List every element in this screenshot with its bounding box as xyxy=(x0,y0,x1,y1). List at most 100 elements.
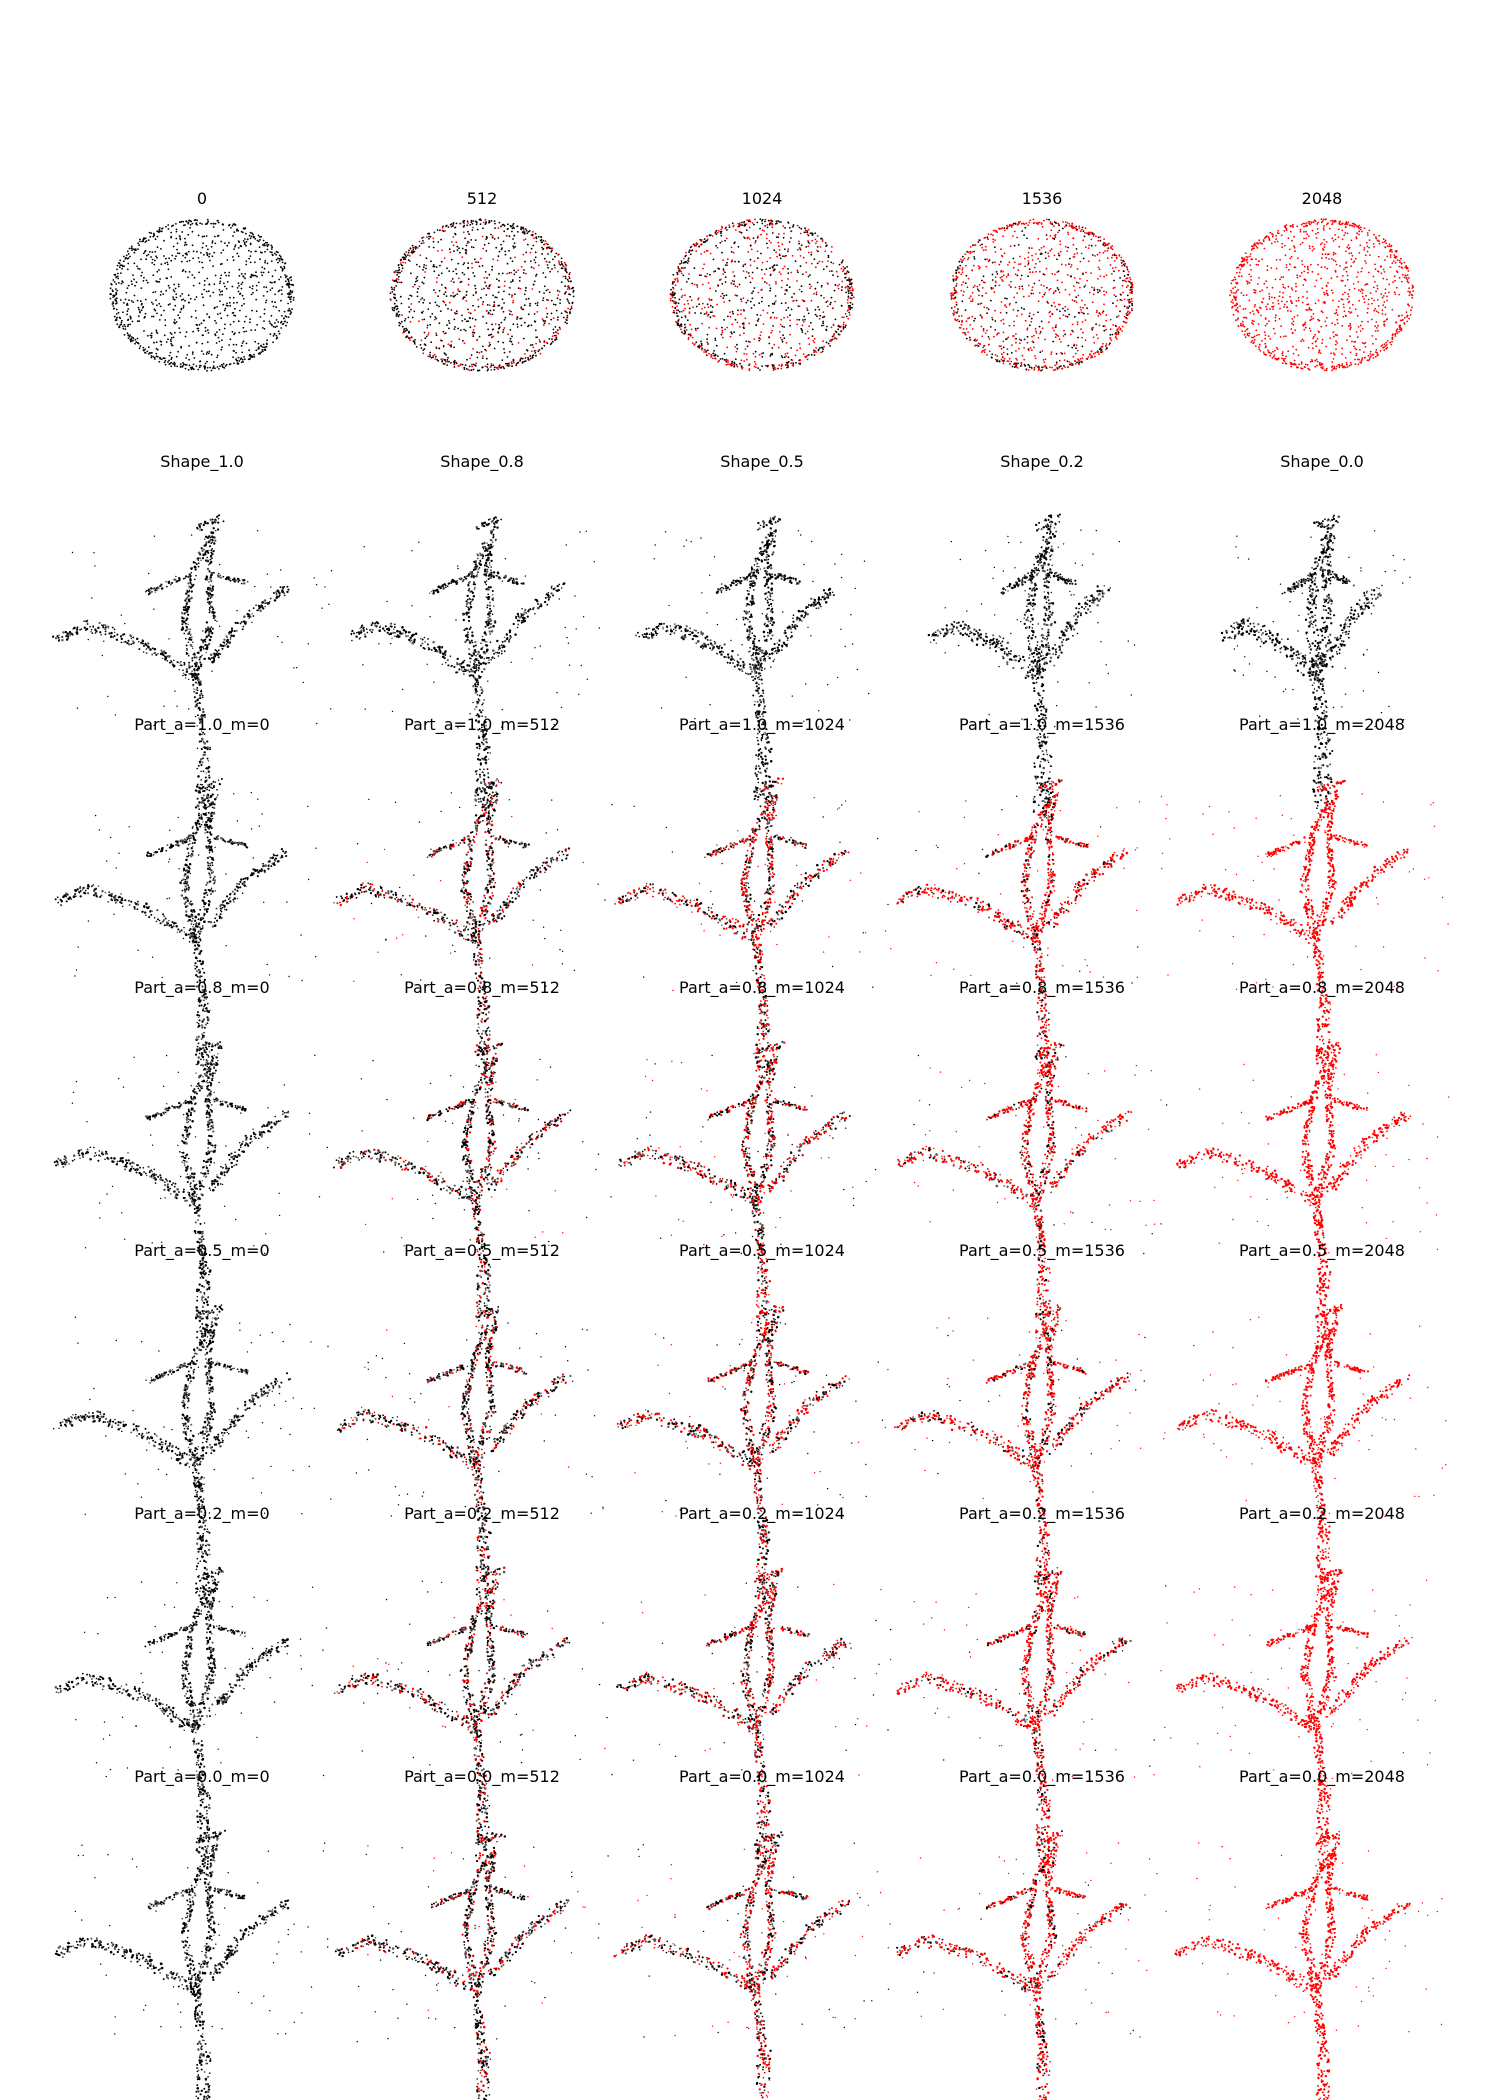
point xyxy=(710,311,712,313)
point xyxy=(817,246,819,248)
point xyxy=(466,291,468,293)
point xyxy=(411,295,413,297)
point xyxy=(168,228,170,230)
point xyxy=(785,353,787,355)
point xyxy=(687,319,689,321)
point xyxy=(815,347,817,349)
point xyxy=(761,297,763,299)
point xyxy=(546,316,548,318)
point xyxy=(559,302,561,304)
point xyxy=(732,271,734,273)
point xyxy=(559,328,561,330)
point xyxy=(717,285,719,287)
point xyxy=(389,298,391,300)
point xyxy=(143,330,145,332)
point xyxy=(420,299,422,301)
point xyxy=(196,324,198,326)
point xyxy=(779,271,781,273)
point xyxy=(207,219,209,221)
point xyxy=(799,363,801,365)
point xyxy=(707,315,709,317)
point xyxy=(274,322,276,324)
point xyxy=(694,267,696,269)
point xyxy=(548,323,550,325)
point xyxy=(805,229,807,231)
point xyxy=(684,333,686,335)
point xyxy=(746,219,748,221)
point xyxy=(525,238,527,240)
point xyxy=(232,256,234,258)
point xyxy=(743,221,745,223)
point xyxy=(677,279,679,281)
point xyxy=(1124,265,1126,267)
point xyxy=(428,332,430,334)
point xyxy=(978,241,980,243)
point xyxy=(790,347,792,349)
point xyxy=(829,304,831,306)
point xyxy=(185,271,187,273)
point xyxy=(561,312,563,314)
point xyxy=(462,340,464,342)
point xyxy=(455,241,457,243)
point xyxy=(171,337,173,339)
point xyxy=(197,369,199,371)
point xyxy=(509,287,511,289)
point xyxy=(285,325,287,327)
point xyxy=(522,358,524,360)
point xyxy=(233,315,235,317)
point xyxy=(405,328,407,330)
point xyxy=(206,291,208,293)
point xyxy=(540,353,542,355)
point xyxy=(270,333,272,335)
point xyxy=(679,263,681,265)
point xyxy=(242,342,244,344)
point xyxy=(459,223,461,225)
point xyxy=(726,327,728,329)
point xyxy=(1045,358,1047,360)
point xyxy=(520,228,522,230)
point xyxy=(487,368,489,370)
point xyxy=(829,339,831,341)
point xyxy=(522,362,524,364)
point xyxy=(258,348,260,350)
point xyxy=(722,330,724,332)
point xyxy=(216,357,218,359)
point xyxy=(264,328,266,330)
point xyxy=(236,253,238,255)
point xyxy=(1051,273,1053,275)
point xyxy=(472,348,474,350)
point xyxy=(486,310,488,312)
point xyxy=(748,237,750,239)
point xyxy=(497,341,499,343)
point xyxy=(810,286,812,288)
point xyxy=(122,326,124,328)
point xyxy=(567,300,569,302)
point xyxy=(274,301,276,303)
point xyxy=(288,279,290,281)
point xyxy=(146,255,148,257)
point xyxy=(822,261,824,263)
point xyxy=(117,278,119,280)
point xyxy=(546,308,548,310)
point xyxy=(717,268,719,270)
point xyxy=(227,315,229,317)
point xyxy=(778,364,780,366)
point xyxy=(960,290,962,292)
point xyxy=(230,227,232,229)
point xyxy=(264,260,266,262)
point xyxy=(677,315,679,317)
point xyxy=(180,239,182,241)
point xyxy=(743,309,745,311)
point xyxy=(819,261,821,263)
point xyxy=(672,294,674,296)
point xyxy=(429,354,431,356)
point xyxy=(282,262,284,264)
point xyxy=(733,281,735,283)
point xyxy=(409,295,411,297)
point xyxy=(141,303,143,305)
point xyxy=(781,355,783,357)
point xyxy=(819,347,821,349)
point xyxy=(114,316,116,318)
point xyxy=(219,294,221,296)
point xyxy=(510,311,512,313)
